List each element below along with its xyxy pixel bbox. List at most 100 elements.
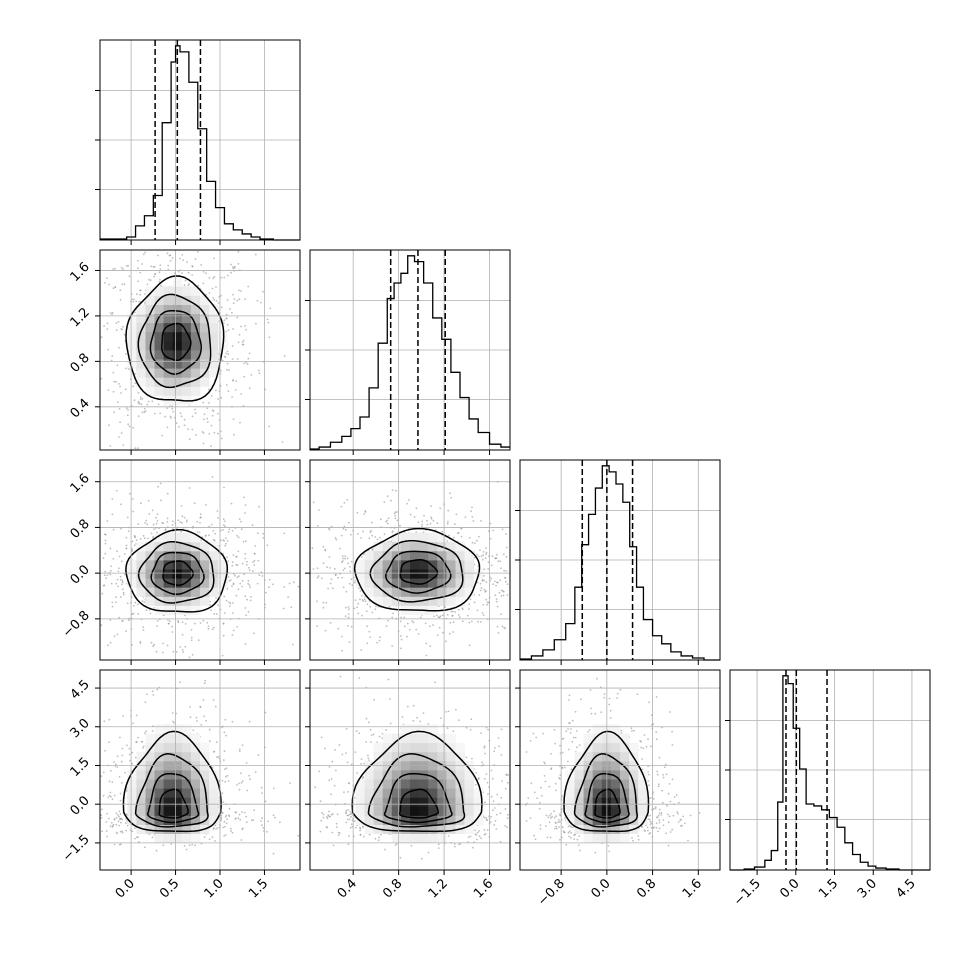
density-cell: [419, 733, 429, 744]
density-cell: [136, 368, 146, 378]
scatter-point: [203, 682, 206, 685]
scatter-point: [137, 523, 140, 525]
scatter-point: [499, 840, 502, 843]
scatter-point: [191, 843, 194, 846]
scatter-point: [497, 560, 500, 563]
scatter-point: [636, 693, 639, 696]
scatter-point: [394, 511, 397, 513]
scatter-point: [387, 619, 389, 622]
scatter-point: [485, 553, 487, 556]
scatter-point: [329, 567, 331, 569]
density-cell: [373, 560, 384, 570]
scatter-point: [467, 836, 470, 838]
scatter-point: [330, 578, 333, 580]
scatter-point: [133, 298, 136, 301]
scatter-point: [350, 625, 353, 628]
scatter-point: [646, 826, 649, 829]
scatter-point: [364, 600, 367, 603]
scatter-point: [481, 578, 484, 581]
scatter-point: [457, 608, 460, 611]
scatter-point: [170, 843, 173, 845]
density-cell: [127, 788, 137, 798]
scatter-point: [290, 606, 293, 609]
density-cell: [410, 788, 420, 798]
scatter-point: [220, 816, 223, 819]
density-cell: [172, 286, 183, 296]
scatter-point: [530, 782, 533, 785]
pair-frame: [99, 459, 301, 661]
scatter-point: [212, 751, 215, 753]
scatter-point: [649, 814, 652, 817]
scatter-point: [554, 782, 557, 785]
scatter-point: [117, 820, 120, 823]
scatter-point: [240, 528, 243, 531]
scatter-point: [168, 254, 171, 257]
density-cell: [455, 742, 465, 753]
scatter-point: [141, 263, 143, 265]
scatter-point: [561, 751, 564, 754]
density-cell: [172, 797, 183, 807]
scatter-point: [122, 268, 124, 270]
scatter-point: [474, 542, 476, 544]
scatter-point: [247, 579, 250, 582]
scatter-point: [376, 538, 379, 541]
density-cell: [181, 377, 192, 387]
scatter-point: [166, 517, 169, 520]
scatter-point: [558, 821, 561, 823]
scatter-point: [106, 322, 109, 325]
scatter-point: [500, 754, 503, 756]
density-cell: [620, 824, 630, 834]
scatter-point: [266, 318, 269, 321]
density-cell: [200, 596, 210, 606]
scatter-point: [220, 396, 223, 399]
scatter-point: [217, 432, 219, 435]
hist-panel: [95, 39, 301, 245]
scatter-point: [652, 808, 655, 810]
density-cell: [163, 751, 174, 762]
scatter-point: [118, 824, 120, 827]
scatter-point: [125, 788, 128, 791]
scatter-point: [555, 815, 558, 817]
scatter-point: [547, 816, 550, 819]
scatter-point: [264, 711, 267, 714]
scatter-point: [657, 814, 660, 817]
density-cell: [200, 350, 210, 360]
contour-line: [367, 753, 466, 828]
scatter-point: [220, 818, 223, 820]
contour-line: [158, 788, 189, 819]
density-cell: [190, 824, 201, 834]
scatter-point: [317, 575, 320, 578]
scatter-point: [267, 321, 270, 324]
scatter-point: [327, 527, 330, 530]
scatter-point: [432, 519, 435, 522]
density-cell: [145, 770, 155, 780]
density-cell: [127, 331, 137, 342]
scatter-point: [594, 712, 597, 715]
scatter-point: [400, 638, 403, 641]
scatter-point: [162, 642, 164, 645]
scatter-point: [369, 728, 372, 731]
density-cell: [373, 578, 384, 588]
scatter-point: [211, 476, 214, 478]
scatter-point: [369, 636, 372, 638]
density-cell: [154, 824, 164, 834]
density-cell: [464, 806, 474, 816]
scatter-point: [193, 502, 196, 505]
scatter-point: [121, 283, 124, 286]
scatter-point: [223, 486, 225, 489]
density-cell: [145, 578, 155, 588]
scatter-point: [112, 268, 115, 270]
scatter-point: [658, 812, 661, 815]
scatter-point: [134, 827, 136, 829]
density-cell: [127, 578, 137, 588]
scatter-point: [445, 640, 447, 643]
scatter-point: [138, 301, 140, 303]
scatter-point: [189, 716, 192, 719]
scatter-point: [199, 513, 202, 516]
scatter-point: [245, 328, 248, 331]
scatter-point: [102, 794, 105, 797]
scatter-point: [257, 532, 259, 535]
scatter-point: [184, 623, 187, 625]
density-cell: [172, 304, 183, 314]
scatter-point: [336, 813, 339, 816]
